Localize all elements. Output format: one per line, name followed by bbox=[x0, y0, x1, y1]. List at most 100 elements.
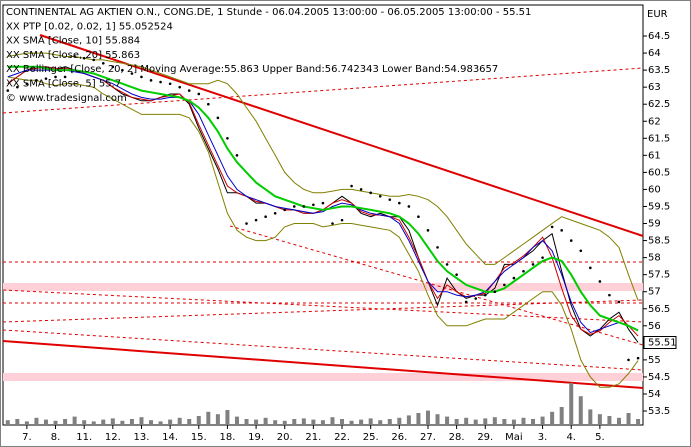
sar-dot bbox=[569, 239, 573, 242]
x-tick-label: 29. bbox=[477, 432, 493, 443]
sar-dot bbox=[321, 201, 325, 205]
volume-bar bbox=[63, 419, 68, 425]
volume-bar bbox=[158, 421, 163, 425]
x-tick-label: 20. bbox=[277, 432, 293, 443]
sar-dot bbox=[417, 215, 420, 219]
y-tick-label: 56 bbox=[648, 321, 661, 332]
y-tick-label: 57 bbox=[648, 287, 661, 298]
y-tick-label: 61.5 bbox=[648, 133, 670, 144]
series-line bbox=[7, 52, 639, 301]
sar-dot bbox=[483, 293, 487, 297]
volume-bar bbox=[187, 419, 192, 425]
series-line bbox=[7, 69, 639, 334]
sar-dot bbox=[82, 56, 86, 60]
sar-dot bbox=[369, 191, 372, 195]
y-tick-label: 63 bbox=[648, 82, 661, 93]
last-price-label: 55.51 bbox=[648, 338, 677, 349]
volume-bar bbox=[473, 419, 478, 425]
y-tick-label: 63.5 bbox=[648, 65, 670, 76]
sar-dot bbox=[92, 58, 96, 62]
sar-dot bbox=[579, 249, 583, 253]
x-tick-label: 13. bbox=[134, 432, 150, 443]
volume-bar bbox=[215, 414, 220, 425]
sar-dot bbox=[159, 80, 162, 84]
volume-bar bbox=[330, 417, 335, 425]
x-tick-label: Mai bbox=[505, 432, 523, 443]
volume-bar bbox=[282, 420, 287, 425]
volume-bar bbox=[416, 413, 421, 425]
y-tick-label: 55 bbox=[648, 355, 661, 366]
volume-bar bbox=[5, 420, 10, 425]
volume-bar bbox=[34, 417, 39, 425]
y-tick-label: 64.5 bbox=[648, 31, 670, 42]
x-tick-label: 28. bbox=[449, 432, 465, 443]
sar-dot bbox=[598, 280, 602, 283]
x-tick-label: 5. bbox=[595, 432, 605, 443]
volume-bar bbox=[511, 419, 516, 425]
volume-bar bbox=[82, 420, 87, 425]
sar-dot bbox=[283, 208, 287, 212]
series-line bbox=[7, 76, 639, 388]
sar-dot bbox=[254, 218, 258, 222]
sar-dot bbox=[54, 75, 57, 79]
volume-bar bbox=[24, 421, 29, 425]
y-tick-label: 57.5 bbox=[648, 270, 670, 281]
x-tick-label: 11. bbox=[76, 432, 92, 443]
volume-bar bbox=[120, 420, 125, 425]
x-tick-label: 26. bbox=[391, 432, 407, 443]
volume-bar bbox=[53, 420, 58, 425]
sar-dot bbox=[541, 256, 544, 259]
sar-dot bbox=[445, 263, 449, 266]
volume-bar bbox=[311, 419, 316, 425]
volume-bar bbox=[502, 419, 507, 425]
x-tick-label: 4. bbox=[566, 432, 576, 443]
volume-bar bbox=[225, 410, 230, 425]
y-tick-label: 60.5 bbox=[648, 167, 670, 178]
sar-dot bbox=[168, 82, 172, 86]
trend-line bbox=[2, 299, 644, 323]
sar-dot bbox=[636, 356, 640, 360]
sar-dot bbox=[273, 211, 277, 215]
trend-line bbox=[39, 34, 644, 237]
y-tick-label: 62 bbox=[648, 116, 661, 127]
trend-line bbox=[2, 67, 644, 114]
x-tick-label: 21. bbox=[305, 432, 321, 443]
sar-dot bbox=[378, 194, 382, 198]
volume-bar bbox=[359, 419, 364, 425]
x-tick-label: 19. bbox=[248, 432, 264, 443]
trend-line bbox=[2, 340, 644, 389]
sar-dot bbox=[111, 65, 115, 69]
volume-bar bbox=[177, 417, 182, 425]
sar-dot bbox=[121, 68, 124, 72]
volume-bar bbox=[578, 396, 583, 425]
legend-entry: XX SMA [Close, 20] 55.863 bbox=[6, 50, 140, 61]
volume-bar bbox=[531, 419, 536, 425]
x-tick-label: 14. bbox=[162, 432, 178, 443]
volume-bar bbox=[569, 383, 574, 425]
axis-unit: EUR bbox=[647, 9, 668, 20]
volume-bar bbox=[550, 411, 555, 425]
volume-bar bbox=[387, 419, 392, 425]
y-tick-label: 59.5 bbox=[648, 201, 670, 212]
sar-dot bbox=[44, 77, 48, 80]
y-tick-label: 64 bbox=[648, 48, 661, 59]
volume-bar bbox=[206, 411, 211, 425]
volume-bar bbox=[263, 417, 268, 425]
sar-dot bbox=[245, 222, 248, 225]
volume-bar bbox=[168, 419, 173, 425]
y-tick-label: 58.5 bbox=[648, 236, 670, 247]
volume-bar bbox=[626, 413, 631, 425]
y-tick-label: 54.5 bbox=[648, 372, 670, 383]
volume-bar bbox=[254, 419, 259, 425]
volume-bar bbox=[15, 419, 20, 425]
trend-line bbox=[2, 329, 644, 371]
sar-dot bbox=[6, 89, 10, 92]
volume-bar bbox=[101, 419, 106, 425]
y-tick-label: 58 bbox=[648, 253, 661, 264]
volume-bar bbox=[636, 419, 641, 425]
sar-dot bbox=[292, 205, 296, 208]
x-tick-label: 25. bbox=[363, 432, 379, 443]
sar-dot bbox=[178, 85, 181, 89]
sar-dot bbox=[63, 75, 67, 79]
